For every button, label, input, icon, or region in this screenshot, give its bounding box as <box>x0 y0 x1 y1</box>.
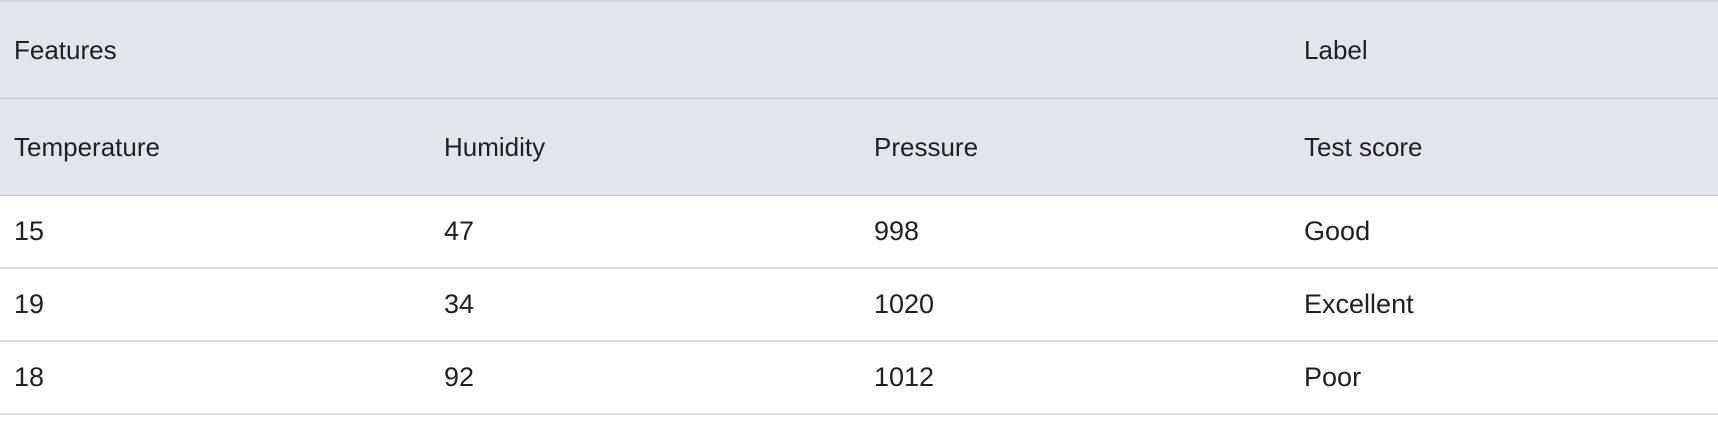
test-score-cell: Excellent <box>1290 268 1718 342</box>
column-header-temperature: Temperature <box>0 98 430 196</box>
table-body: 15 47 998 Good 19 34 1020 Excellent 18 9… <box>0 195 1718 415</box>
humidity-cell: 47 <box>430 195 860 269</box>
humidity-cell: 92 <box>430 341 860 415</box>
temperature-cell: 19 <box>0 268 430 342</box>
table-row: 19 34 1020 Excellent <box>0 268 1718 342</box>
pressure-cell: 1020 <box>860 268 1291 342</box>
pressure-cell: 1012 <box>860 341 1291 415</box>
table-header: Features Label Temperature Humidity Pres… <box>0 0 1718 196</box>
column-header-pressure: Pressure <box>860 98 1291 196</box>
humidity-cell: 34 <box>430 268 860 342</box>
test-score-cell: Good <box>1290 195 1718 269</box>
pressure-cell: 998 <box>860 195 1291 269</box>
column-header-humidity: Humidity <box>430 98 860 196</box>
table-row: 18 92 1012 Poor <box>0 341 1718 415</box>
label-group-header: Label <box>1290 0 1718 99</box>
column-header-row: Temperature Humidity Pressure Test score <box>0 98 1718 196</box>
temperature-cell: 15 <box>0 195 430 269</box>
test-score-cell: Poor <box>1290 341 1718 415</box>
temperature-cell: 18 <box>0 341 430 415</box>
group-header-row: Features Label <box>0 0 1718 99</box>
column-header-test-score: Test score <box>1290 98 1718 196</box>
features-group-header: Features <box>0 0 1291 99</box>
table-row: 15 47 998 Good <box>0 195 1718 269</box>
